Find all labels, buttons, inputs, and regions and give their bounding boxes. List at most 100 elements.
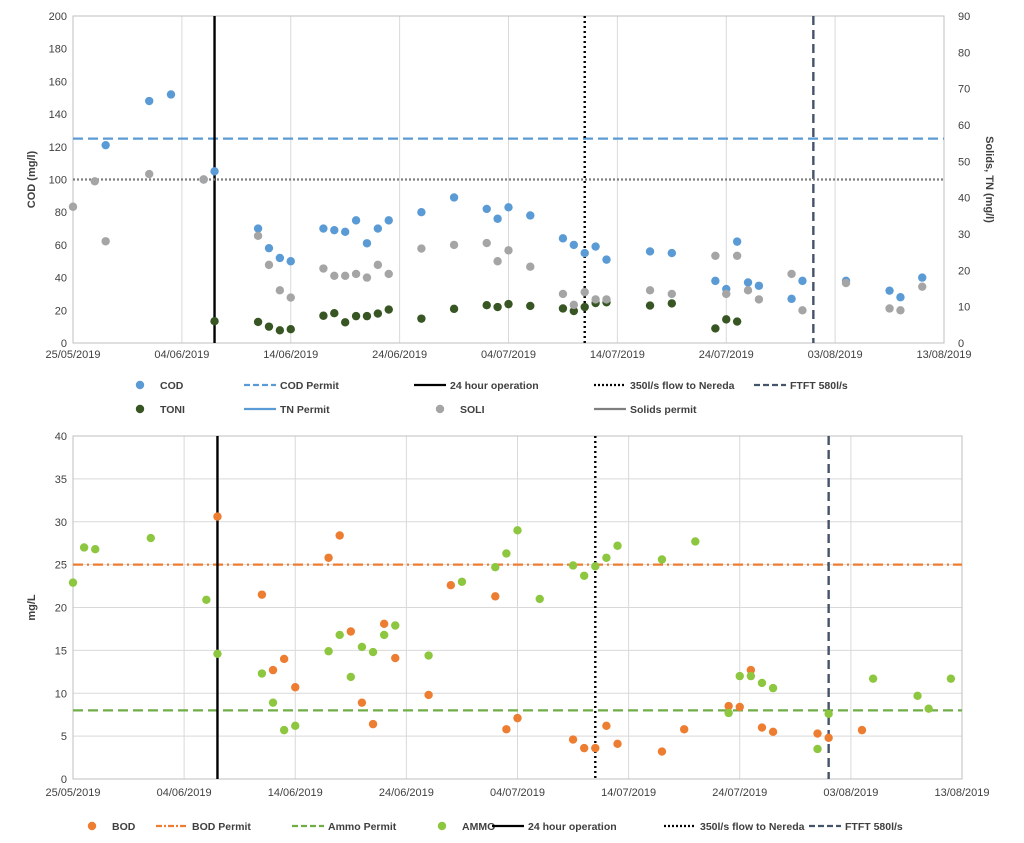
data-point [264, 260, 274, 270]
y-tick-label: 5 [61, 731, 67, 743]
data-point [580, 248, 589, 258]
data-point [493, 302, 502, 312]
legend-entry: 24 hour operation [492, 821, 617, 833]
y-tick-label: 60 [55, 240, 67, 252]
data-point [746, 665, 756, 675]
data-point [602, 721, 611, 731]
data-point [711, 251, 720, 260]
chart-bod-ammo: 25/05/2019 04/06/2019 14/06/2019 24/06/2019… [26, 431, 990, 833]
data-point [145, 96, 154, 106]
x-tick-label: 13/08/2019 [916, 349, 971, 361]
y-tick-label: 160 [49, 76, 67, 88]
y2-tick-label: 50 [958, 156, 970, 168]
data-point [101, 237, 110, 246]
y2-tick-label: 80 [958, 47, 970, 59]
data-point [732, 251, 742, 260]
legend-label: BOD [112, 821, 136, 833]
x-tick-label: 13/08/2019 [934, 787, 989, 799]
legend-entry: TONI [135, 404, 185, 416]
data-point [526, 301, 535, 311]
legend-label: AMMO [462, 821, 495, 833]
data-point [613, 739, 622, 749]
data-point [362, 239, 372, 248]
legend-entry: FTFT 580l/s [809, 821, 903, 833]
y-tick-label: 180 [49, 44, 67, 56]
x-tick-label: 04/06/2019 [154, 349, 209, 361]
data-point [504, 246, 513, 255]
data-point [264, 243, 274, 253]
x-tick-label: 04/06/2019 [157, 787, 212, 799]
legend-label: FTFT 580l/s [845, 821, 903, 833]
data-point [924, 704, 933, 713]
data-point [391, 621, 400, 630]
data-point [482, 204, 491, 214]
data-point [711, 324, 720, 333]
data-point [591, 295, 600, 304]
data-point [351, 269, 361, 279]
data-point [330, 225, 339, 235]
data-point [213, 512, 222, 521]
x-tick-label: 04/07/2019 [490, 787, 545, 799]
data-point [757, 678, 767, 688]
data-point [735, 702, 744, 712]
data-point [417, 314, 426, 323]
data-point [68, 202, 78, 211]
data-point [885, 304, 894, 313]
legend-entry: BOD Permit [156, 821, 251, 833]
data-point [513, 526, 522, 535]
data-point [768, 727, 778, 737]
data-point [896, 306, 905, 315]
x-tick-label: 14/06/2019 [263, 349, 318, 361]
data-point [253, 224, 263, 233]
data-point [657, 555, 667, 564]
y-tick-label: 0 [61, 338, 67, 350]
x-tick-label: 03/08/2019 [823, 787, 878, 799]
data-point [757, 723, 767, 732]
legend-entry: 24 hour operation [414, 380, 539, 392]
data-point [275, 253, 285, 263]
data-point [558, 289, 568, 299]
data-point [286, 293, 295, 302]
data-point [210, 317, 219, 326]
data-point [90, 177, 99, 186]
y2-tick-label: 70 [958, 84, 970, 96]
data-point [645, 286, 655, 295]
data-point [286, 324, 295, 334]
data-point [798, 276, 807, 286]
data-point [379, 630, 389, 640]
data-point [330, 271, 339, 280]
data-point [502, 725, 511, 734]
y2-tick-label: 30 [958, 229, 970, 241]
data-point [384, 269, 393, 279]
data-point [482, 301, 491, 310]
data-point [268, 698, 278, 707]
data-point [368, 647, 378, 657]
y-tick-label: 25 [55, 560, 67, 572]
data-point [722, 315, 731, 324]
data-point [491, 592, 500, 601]
y-tick-label: 35 [55, 474, 67, 486]
legend-entry: Ammo Permit [292, 821, 397, 833]
data-point [768, 683, 778, 693]
plot-area [72, 435, 963, 780]
data-point [913, 691, 922, 701]
data-point [722, 289, 731, 299]
data-point [504, 203, 513, 212]
data-point [679, 725, 689, 734]
data-point [68, 578, 78, 587]
data-point [885, 286, 894, 295]
data-point [91, 544, 100, 554]
data-point [79, 543, 89, 552]
y-tick-label: 20 [55, 603, 67, 615]
legend-label: BOD Permit [192, 821, 251, 833]
legend-label: 350l/s flow to Nereda [630, 380, 735, 392]
data-point [896, 293, 905, 302]
data-point [275, 286, 285, 295]
data-point [384, 305, 393, 314]
data-point [368, 719, 378, 729]
y-axis-label: mg/L [26, 594, 38, 621]
data-point [502, 549, 511, 558]
data-point [482, 238, 491, 248]
data-point [569, 240, 579, 250]
